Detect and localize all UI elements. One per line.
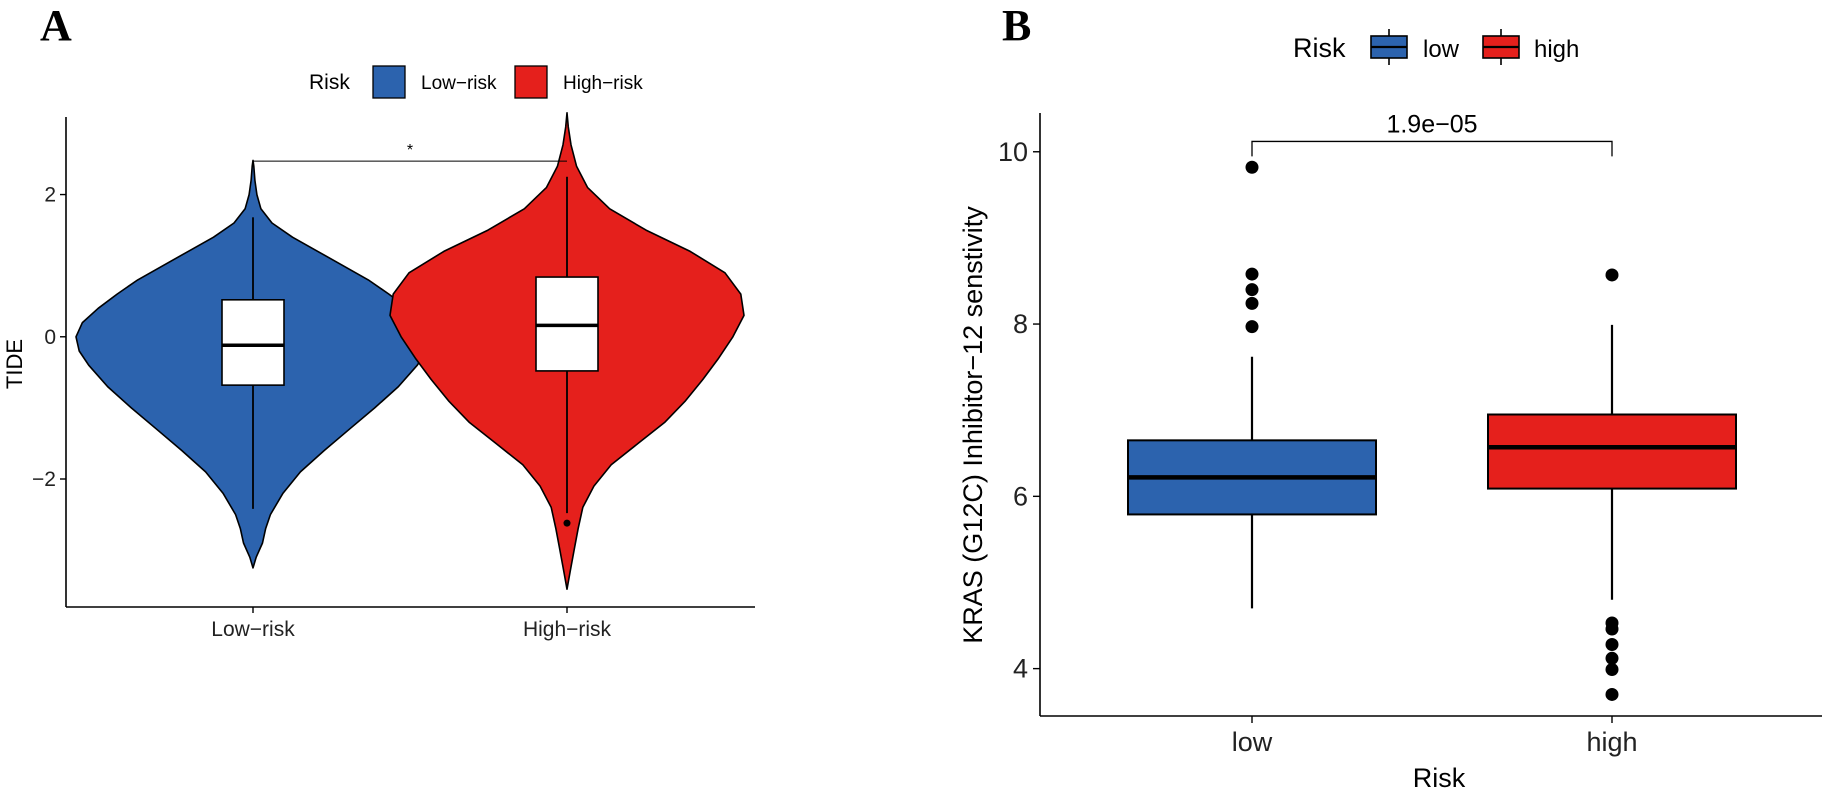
outlier-point-b-1-0 (1605, 687, 1619, 701)
legend-label-a-0: Low−risk (421, 73, 497, 94)
outlier-point-b-0-2 (1245, 283, 1259, 297)
y-tick-label-a-2: 2 (44, 184, 56, 207)
outlier-point-b-1-6 (1605, 268, 1619, 282)
outlier-point-b-1-1 (1605, 662, 1619, 676)
panel-b-box-chart: B Risk low high 1.9e−05 4 6 8 10 low high Risk KR… (958, 1, 1822, 793)
y-tick-label-a-0: −2 (32, 468, 56, 491)
outlier-point-1-0 (563, 519, 571, 527)
outlier-point-b-1-3 (1605, 638, 1619, 652)
legend-title-a: Risk (309, 71, 350, 94)
legend-title-b: Risk (1293, 33, 1346, 63)
legend-label-b-0: low (1423, 36, 1460, 63)
y-tick-label-b-0: 4 (1013, 654, 1028, 684)
x-tick-label-b-0: low (1232, 727, 1273, 757)
outlier-point-b-0-1 (1245, 296, 1259, 310)
significance-label-a: * (407, 142, 413, 159)
panel-a-violin-chart: A Risk Low−risk High−risk * −2 0 2 Low−risk Hi… (2, 1, 755, 641)
y-tick-label-b-3: 10 (998, 137, 1028, 167)
axes-b: 4 6 8 10 low high Risk KRAS (G12C) Inhibitor−12… (958, 113, 1822, 793)
panel-label-a: A (40, 1, 72, 50)
box-b-1 (1487, 413, 1737, 490)
outlier-point-b-0-0 (1245, 320, 1259, 334)
legend-b: Risk low high (1293, 29, 1579, 65)
outlier-point-b-1-5 (1605, 616, 1619, 630)
legend-label-b-1: high (1534, 36, 1579, 63)
x-axis-title-b: Risk (1413, 763, 1466, 793)
panel-label-b: B (1002, 1, 1031, 50)
y-tick-label-b-2: 8 (1013, 309, 1028, 339)
y-axis-title-b: KRAS (G12C) Inhibitor−12 senstivity (958, 206, 988, 644)
legend-label-a-1: High−risk (563, 73, 643, 94)
box-0 (221, 298, 285, 386)
legend-swatch-a-1 (514, 65, 548, 99)
significance-bracket-b (1251, 140, 1613, 157)
x-tick-label-a-1: High−risk (523, 618, 612, 641)
plot-area-b: 1.9e−05 (1127, 110, 1737, 701)
outlier-point-b-1-2 (1605, 651, 1619, 665)
significance-label-b: 1.9e−05 (1386, 110, 1477, 138)
axes-a: −2 0 2 Low−risk High−risk TIDE (2, 117, 755, 641)
y-tick-label-b-1: 6 (1013, 481, 1028, 511)
x-tick-label-b-1: high (1586, 727, 1637, 757)
legend-a: Risk Low−risk High−risk (309, 65, 643, 99)
y-axis-title-a: TIDE (2, 339, 27, 389)
y-tick-label-a-1: 0 (44, 326, 56, 349)
x-tick-label-a-0: Low−risk (211, 618, 295, 641)
plot-area-a: * (75, 112, 745, 590)
outlier-point-b-0-4 (1245, 160, 1259, 174)
legend-swatch-a-0 (372, 65, 406, 99)
outlier-point-b-0-3 (1245, 267, 1259, 281)
